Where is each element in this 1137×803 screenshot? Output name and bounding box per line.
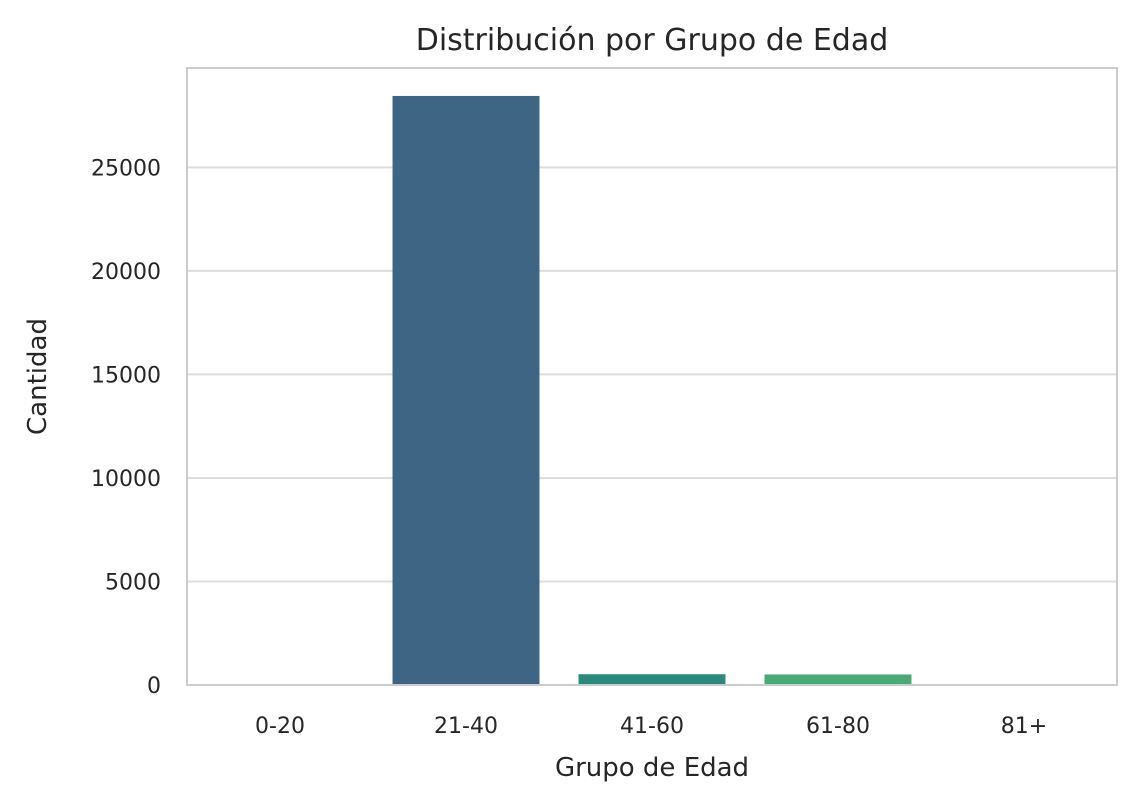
chart-title: Distribución por Grupo de Edad [416, 23, 889, 58]
bars [206, 95, 1098, 685]
x-tick-label: 81+ [1001, 714, 1047, 739]
x-tick-label: 41-60 [620, 714, 684, 739]
y-tick-labels: 0 5000 10000 15000 20000 25000 [91, 156, 161, 699]
y-tick-label: 25000 [91, 156, 161, 181]
x-axis-label: Grupo de Edad [555, 753, 749, 783]
bar-61-80 [764, 674, 912, 685]
y-axis-label: Cantidad [23, 318, 53, 435]
y-tick-label: 0 [147, 674, 161, 699]
x-tick-labels: 0-20 21-40 41-60 61-80 81+ [255, 714, 1047, 739]
bar-21-40 [392, 95, 540, 685]
y-tick-label: 5000 [105, 570, 161, 595]
x-tick-label: 21-40 [434, 714, 498, 739]
gridlines [187, 166, 1117, 686]
x-tick-label: 0-20 [255, 714, 305, 739]
y-tick-label: 15000 [91, 363, 161, 388]
y-tick-label: 20000 [91, 260, 161, 285]
bar-41-60 [578, 674, 726, 685]
x-tick-label: 61-80 [806, 714, 870, 739]
plot-frame [186, 67, 1118, 686]
y-tick-label: 10000 [91, 467, 161, 492]
